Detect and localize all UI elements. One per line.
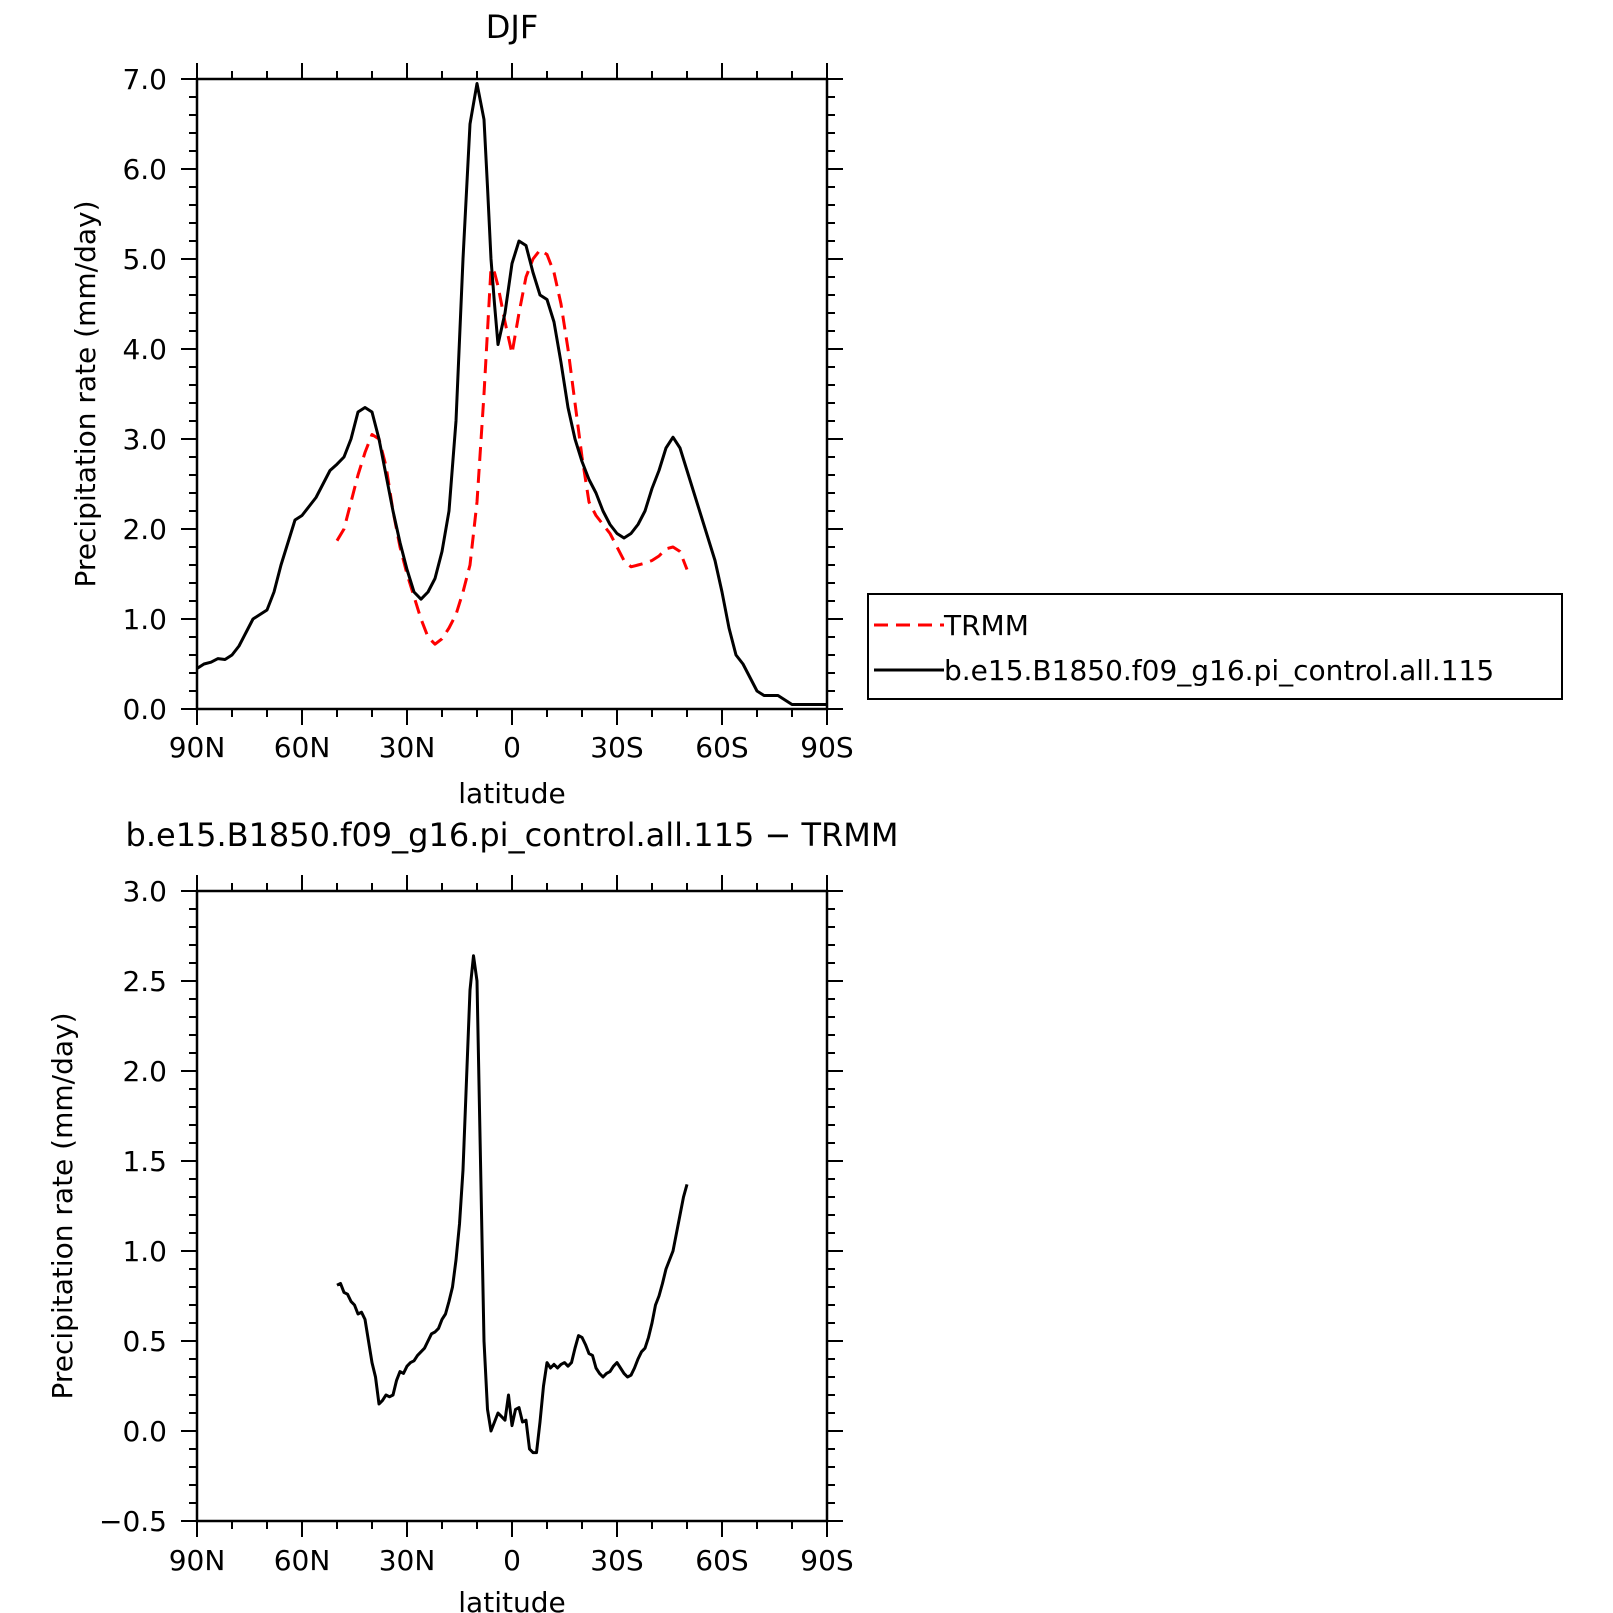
x-tick-label: 60S: [695, 1544, 748, 1577]
y-tick-label: 7.0: [122, 63, 167, 96]
y-tick-label: 3.0: [122, 875, 167, 908]
y-axis-title: Precipitation rate (mm/day): [69, 200, 102, 587]
plot-frame: [195, 77, 829, 711]
x-tick-label: 90S: [800, 731, 853, 764]
y-tick-label: −0.5: [99, 1505, 167, 1538]
y-tick-label: 0.5: [122, 1325, 167, 1358]
y-tick-label: 2.0: [122, 513, 167, 546]
plot-title: DJF: [486, 8, 538, 46]
x-tick-label: 0: [503, 1544, 521, 1577]
legend-label: TRMM: [943, 609, 1029, 642]
x-tick-label: 90S: [800, 1544, 853, 1577]
x-tick-label: 90N: [169, 1544, 226, 1577]
top-panel: DJF 0.0 1.0 2.0 3.0 4.0 5.0 6.0 7.0 90N 60N 30N 0 30S…: [69, 8, 1563, 810]
y-tick-label: 0.0: [122, 1415, 167, 1448]
x-tick-label: 60S: [695, 731, 748, 764]
x-tick-label: 30N: [379, 731, 436, 764]
y-tick-label: 3.0: [122, 423, 167, 456]
bottom-panel: b.e15.B1850.f09_g16.pi_control.all.115 −…: [46, 816, 898, 1613]
x-tick-label: 30S: [590, 1544, 643, 1577]
y-axis-title: Precipitation rate (mm/day): [46, 1012, 79, 1399]
y-tick-label: 1.0: [122, 1235, 167, 1268]
y-tick-label: 5.0: [122, 243, 167, 276]
y-tick-label: 0.0: [122, 693, 167, 726]
y-tick-label: 2.0: [122, 1055, 167, 1088]
x-tick-label: 60N: [274, 731, 331, 764]
x-tick-label: 60N: [274, 1544, 331, 1577]
x-axis-title: latitude: [458, 1586, 565, 1613]
x-tick-label: 30S: [590, 731, 643, 764]
y-tick-label: 4.0: [122, 333, 167, 366]
y-tick-label: 2.5: [122, 965, 167, 998]
x-axis-title: latitude: [458, 777, 565, 810]
series-line-trmm: [335, 248, 689, 646]
y-tick-label: 1.0: [122, 603, 167, 636]
legend-label: b.e15.B1850.f09_g16.pi_control.all.115: [944, 654, 1494, 687]
x-tick-label: 90N: [169, 731, 226, 764]
y-tick-label: 6.0: [122, 153, 167, 186]
y-tick-label: 1.5: [122, 1145, 167, 1178]
x-tick-label: 30N: [379, 1544, 436, 1577]
x-tick-label: 0: [503, 731, 521, 764]
legend-box: [867, 593, 1563, 700]
plot-title: b.e15.B1850.f09_g16.pi_control.all.115 −…: [126, 816, 899, 854]
series-line-b-e15-b1850-f09-g16-pi-control-all-115: [196, 82, 827, 706]
series-line-0: [336, 954, 689, 1455]
